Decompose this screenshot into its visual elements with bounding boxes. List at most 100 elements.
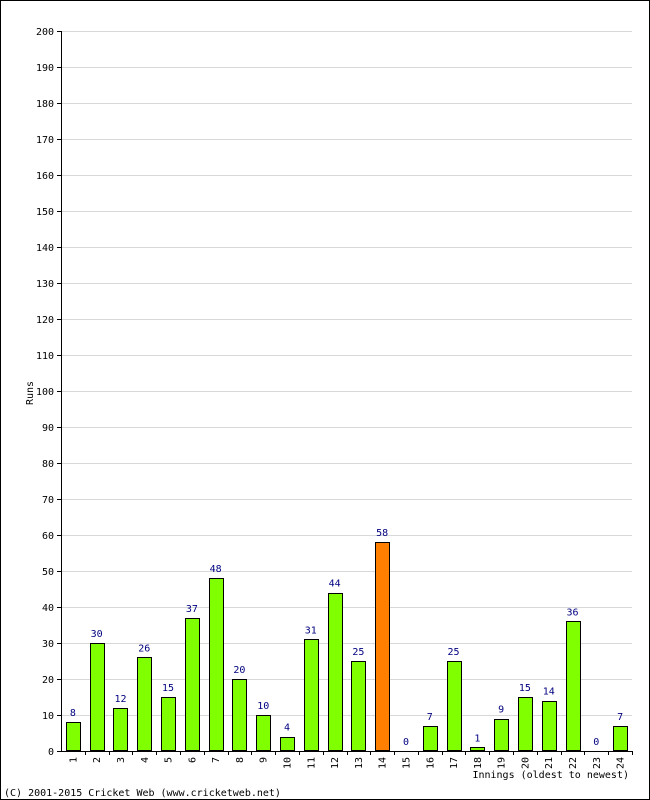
x-axis-ticks: 1 2 3 4 5 6 7 8 9 10 11 12 13 14 15 16 17 18 19 20 21 22 23 24	[68, 751, 633, 769]
x-tick-label: 19	[497, 757, 508, 769]
data-label: 14	[543, 687, 555, 698]
data-labels: 8 30 12 26 15 37 48 20 10 4 31 44 25 58 0 7 25 1 9 15 14 36 0 7	[70, 528, 623, 748]
x-tick-label: 8	[235, 757, 246, 763]
data-label: 58	[376, 528, 388, 539]
x-axis-title: Innings (oldest to newest)	[472, 770, 629, 781]
x-tick-label: 20	[520, 757, 531, 769]
bar	[161, 697, 176, 751]
x-tick-label: 18	[473, 757, 484, 769]
data-label: 7	[427, 712, 433, 723]
bar	[447, 661, 462, 751]
x-tick-label: 2	[92, 757, 103, 763]
bar	[351, 661, 366, 751]
y-tick-label: 120	[36, 315, 54, 326]
bar	[518, 697, 533, 751]
data-label: 25	[448, 647, 460, 658]
y-tick-label: 40	[42, 603, 54, 614]
copyright-notice: (C) 2001-2015 Cricket Web (www.cricketwe…	[4, 788, 281, 799]
bar	[375, 542, 390, 751]
x-tick-label: 15	[401, 757, 412, 769]
y-tick-label: 180	[36, 99, 54, 110]
bar	[137, 657, 152, 751]
bar	[90, 643, 105, 751]
x-tick-label: 17	[449, 757, 460, 769]
data-label: 48	[210, 564, 222, 575]
y-tick-label: 200	[36, 27, 54, 38]
y-tick-label: 20	[42, 675, 54, 686]
y-tick-label: 90	[42, 423, 54, 434]
data-label: 31	[305, 625, 317, 636]
data-label: 10	[257, 701, 269, 712]
grid-lines	[61, 31, 632, 716]
data-label: 12	[114, 694, 126, 705]
data-label: 7	[617, 712, 623, 723]
data-label: 25	[352, 647, 364, 658]
x-tick-label: 16	[425, 757, 436, 769]
y-tick-label: 170	[36, 135, 54, 146]
x-tick-label: 21	[544, 757, 555, 769]
bar	[256, 715, 271, 751]
bar	[185, 618, 200, 751]
bar	[232, 679, 247, 751]
y-tick-label: 140	[36, 243, 54, 254]
data-label: 36	[566, 607, 578, 618]
y-tick-label: 30	[42, 639, 54, 650]
x-tick-label: 4	[140, 757, 151, 763]
data-label: 44	[329, 579, 341, 590]
bar	[613, 726, 628, 751]
bar	[542, 701, 557, 751]
y-axis-title: Runs	[25, 381, 36, 405]
data-label: 15	[519, 683, 531, 694]
x-tick-label: 13	[354, 757, 365, 769]
data-label: 9	[498, 705, 504, 716]
x-tick-label: 22	[568, 757, 579, 769]
bars	[66, 542, 628, 751]
data-label: 8	[70, 708, 76, 719]
data-label: 0	[593, 737, 599, 748]
bar	[470, 747, 485, 751]
x-tick-label: 12	[330, 757, 341, 769]
y-tick-label: 190	[36, 63, 54, 74]
data-label: 1	[474, 733, 480, 744]
y-axis-ticks: 0 10 20 30 40 50 60 70 80 90 100 110 120 130 140 150 160…	[36, 27, 61, 758]
y-tick-label: 110	[36, 351, 54, 362]
y-tick-label: 0	[48, 747, 54, 758]
bar	[566, 621, 581, 751]
data-label: 4	[284, 723, 290, 734]
bar	[280, 737, 295, 751]
y-tick-label: 70	[42, 495, 54, 506]
x-tick-label: 14	[378, 757, 389, 769]
y-tick-label: 130	[36, 279, 54, 290]
x-tick-label: 6	[187, 757, 198, 763]
x-tick-label: 1	[68, 757, 79, 763]
bar	[66, 722, 81, 751]
y-tick-label: 160	[36, 171, 54, 182]
bar	[328, 593, 343, 751]
x-tick-label: 11	[306, 757, 317, 769]
x-tick-label: 24	[616, 757, 627, 769]
data-label: 26	[138, 643, 150, 654]
data-label: 20	[233, 665, 245, 676]
y-tick-label: 100	[36, 387, 54, 398]
y-tick-label: 60	[42, 531, 54, 542]
x-tick-label: 9	[259, 757, 270, 763]
x-tick-label: 10	[283, 757, 294, 769]
data-label: 37	[186, 604, 198, 615]
bar	[304, 639, 319, 751]
data-label: 15	[162, 683, 174, 694]
y-tick-label: 50	[42, 567, 54, 578]
x-tick-label: 23	[592, 757, 603, 769]
x-tick-label: 7	[211, 757, 222, 763]
data-label: 30	[91, 629, 103, 640]
y-tick-label: 150	[36, 207, 54, 218]
bar	[113, 708, 128, 751]
bar	[209, 578, 224, 751]
bar	[494, 719, 509, 751]
y-tick-label: 10	[42, 711, 54, 722]
data-label: 0	[403, 737, 409, 748]
bar	[423, 726, 438, 751]
x-tick-label: 3	[116, 757, 127, 763]
y-tick-label: 80	[42, 459, 54, 470]
